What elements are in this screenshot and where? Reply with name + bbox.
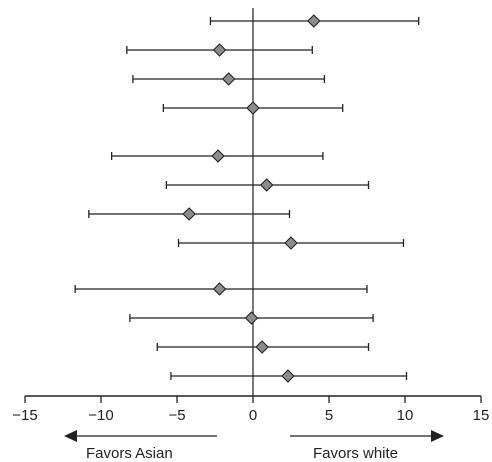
x-axis-ticks: −15 −10 −5 0 5 10 15 — [12, 396, 489, 424]
estimate-markers — [182, 14, 321, 383]
x-tick-label: 15 — [473, 407, 490, 424]
group-3-row-2-estimate-marker — [244, 311, 259, 325]
group-2-row-4-estimate-marker — [284, 236, 298, 250]
group-3-row-3-estimate-marker — [255, 340, 269, 354]
left-arrow-icon — [64, 430, 77, 442]
favors-white-label: Favors white — [313, 445, 398, 462]
x-tick-label: 5 — [325, 407, 333, 424]
group-2-row-3-estimate-marker — [182, 207, 196, 221]
group-2-row-1-estimate-marker — [211, 149, 225, 163]
group-1-row-3-estimate-marker — [221, 72, 236, 86]
group-1-row-2-estimate-marker — [212, 43, 227, 57]
x-tick-label: −5 — [168, 407, 185, 424]
group-3-row-1-estimate-marker — [212, 282, 227, 296]
x-tick-label: 10 — [397, 407, 414, 424]
plot-rows — [74, 17, 420, 380]
favors-asian-label: Favors Asian — [86, 445, 173, 462]
direction-indicators: Favors Asian Favors white — [64, 430, 444, 462]
group-3-row-4-estimate-marker — [281, 369, 295, 383]
x-tick-label: −15 — [12, 407, 37, 424]
group-1-row-4-estimate-marker — [246, 101, 260, 115]
group-2-row-2-estimate-marker — [259, 178, 274, 192]
x-tick-label: −10 — [88, 407, 113, 424]
group-1-row-1-estimate-marker — [307, 14, 321, 28]
x-tick-label: 0 — [249, 407, 257, 424]
right-arrow-icon — [431, 430, 444, 442]
